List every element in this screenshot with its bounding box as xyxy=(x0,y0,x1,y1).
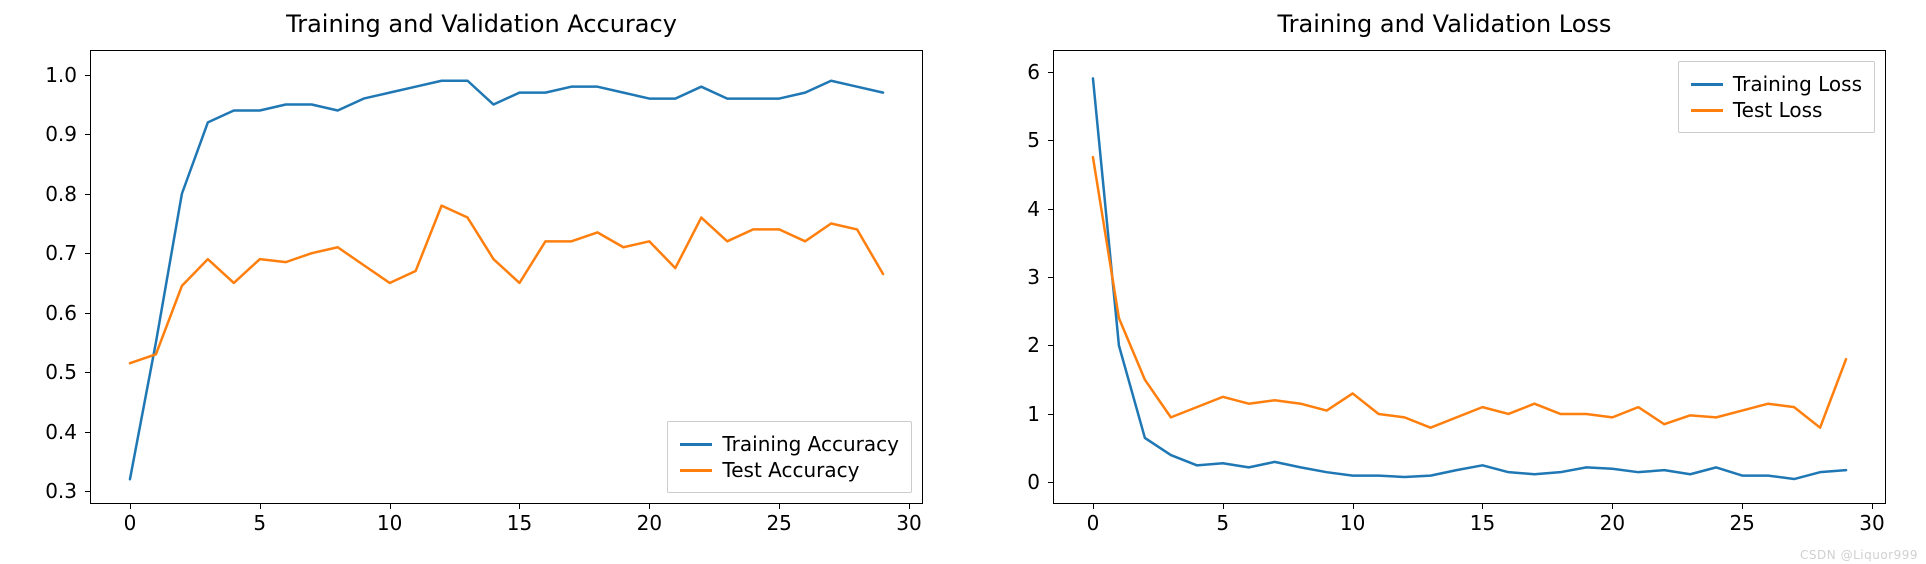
legend-swatch xyxy=(680,469,712,472)
xtick-label: 20 xyxy=(1600,511,1625,535)
legend-label: Training Accuracy xyxy=(722,432,899,456)
legend-item: Test Loss xyxy=(1691,98,1862,122)
xtick-label: 30 xyxy=(1859,511,1884,535)
xtick-mark xyxy=(909,503,910,509)
ytick-label: 2 xyxy=(1027,333,1040,357)
ytick-label: 0.3 xyxy=(45,479,77,503)
legend-swatch xyxy=(1691,83,1723,86)
series-line xyxy=(1093,157,1846,428)
xtick-mark xyxy=(1223,503,1224,509)
loss-plot-area: 0123456051015202530Training LossTest Los… xyxy=(1053,50,1886,504)
legend-swatch xyxy=(1691,109,1723,112)
figure: Training and Validation Accuracy 0.30.40… xyxy=(0,0,1926,564)
ytick-label: 6 xyxy=(1027,60,1040,84)
xtick-mark xyxy=(779,503,780,509)
xtick-mark xyxy=(1742,503,1743,509)
legend-item: Training Loss xyxy=(1691,72,1862,96)
ytick-label: 0.9 xyxy=(45,122,77,146)
xtick-label: 20 xyxy=(637,511,662,535)
xtick-label: 25 xyxy=(766,511,791,535)
xtick-label: 15 xyxy=(1470,511,1495,535)
legend: Training LossTest Loss xyxy=(1678,61,1875,133)
xtick-mark xyxy=(649,503,650,509)
legend-swatch xyxy=(680,443,712,446)
legend: Training AccuracyTest Accuracy xyxy=(667,421,912,493)
legend-label: Test Loss xyxy=(1733,98,1823,122)
xtick-label: 0 xyxy=(124,511,137,535)
series-line xyxy=(1093,78,1846,479)
xtick-label: 10 xyxy=(377,511,402,535)
ytick-label: 0.7 xyxy=(45,241,77,265)
xtick-label: 10 xyxy=(1340,511,1365,535)
accuracy-subplot: Training and Validation Accuracy 0.30.40… xyxy=(0,0,963,564)
accuracy-plot-area: 0.30.40.50.60.70.80.91.0051015202530Trai… xyxy=(90,50,923,504)
ytick-label: 1 xyxy=(1027,402,1040,426)
xtick-mark xyxy=(260,503,261,509)
xtick-label: 30 xyxy=(896,511,921,535)
legend-label: Training Loss xyxy=(1733,72,1862,96)
legend-label: Test Accuracy xyxy=(722,458,859,482)
xtick-mark xyxy=(1612,503,1613,509)
xtick-mark xyxy=(1093,503,1094,509)
loss-subplot: Training and Validation Loss 01234560510… xyxy=(963,0,1926,564)
ytick-label: 5 xyxy=(1027,128,1040,152)
ytick-label: 0.6 xyxy=(45,301,77,325)
watermark: CSDN @Liquor999 xyxy=(1800,548,1918,562)
series-line xyxy=(130,206,883,364)
series-line xyxy=(130,81,883,479)
xtick-mark xyxy=(519,503,520,509)
xtick-mark xyxy=(1482,503,1483,509)
ytick-label: 0.4 xyxy=(45,420,77,444)
xtick-label: 5 xyxy=(253,511,266,535)
ytick-label: 1.0 xyxy=(45,63,77,87)
ytick-label: 0.8 xyxy=(45,182,77,206)
xtick-mark xyxy=(1353,503,1354,509)
loss-title: Training and Validation Loss xyxy=(963,10,1926,38)
xtick-label: 15 xyxy=(507,511,532,535)
legend-item: Training Accuracy xyxy=(680,432,899,456)
xtick-label: 0 xyxy=(1087,511,1100,535)
ytick-label: 0.5 xyxy=(45,360,77,384)
accuracy-title: Training and Validation Accuracy xyxy=(0,10,963,38)
ytick-label: 3 xyxy=(1027,265,1040,289)
xtick-label: 5 xyxy=(1216,511,1229,535)
xtick-mark xyxy=(130,503,131,509)
ytick-label: 4 xyxy=(1027,197,1040,221)
xtick-label: 25 xyxy=(1729,511,1754,535)
xtick-mark xyxy=(390,503,391,509)
xtick-mark xyxy=(1872,503,1873,509)
ytick-label: 0 xyxy=(1027,470,1040,494)
legend-item: Test Accuracy xyxy=(680,458,899,482)
